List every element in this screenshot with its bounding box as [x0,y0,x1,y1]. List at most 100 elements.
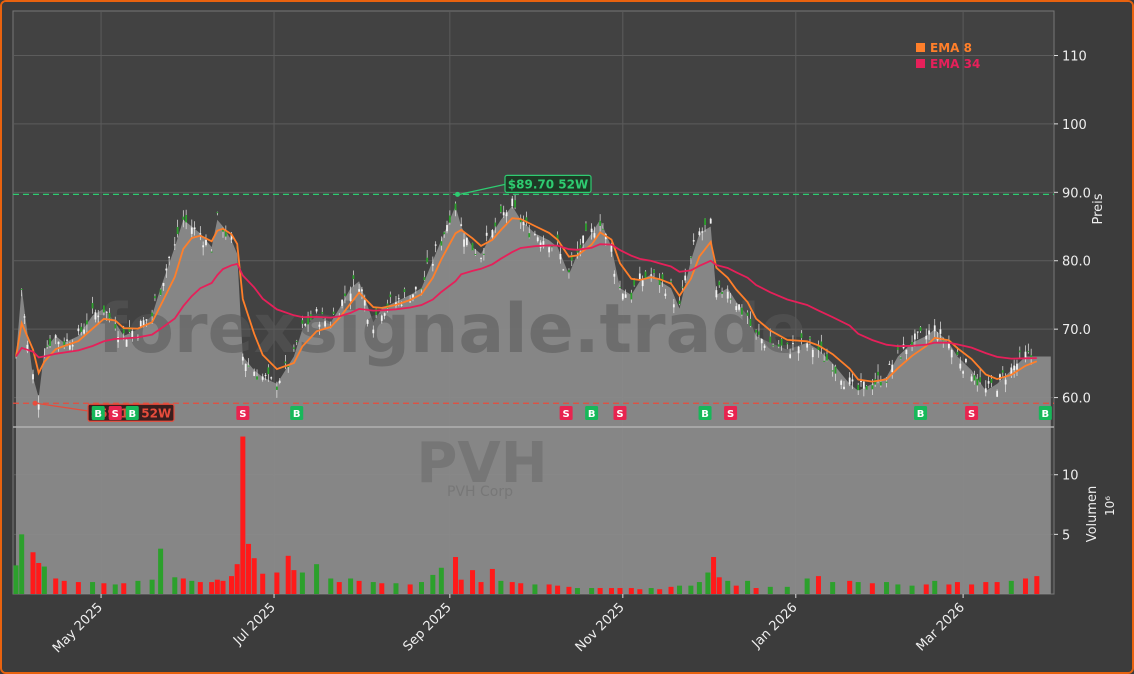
candle-body [984,388,987,393]
signal-label: B [588,409,596,420]
volume-bar [234,564,240,594]
high-52w-label: $89.70 52W [508,177,588,191]
candle-body [933,325,936,332]
volume-bar [370,582,376,594]
signal-label: B [1042,409,1050,420]
candle-body [105,311,108,313]
candle-body [570,255,573,261]
candle-body [463,239,465,247]
candle-body [590,228,593,233]
volume-bar [285,555,291,594]
volume-bar [418,582,424,594]
candle-body [678,300,681,305]
candle-body [896,345,899,350]
candle-body [46,345,49,347]
candle-body [843,386,845,390]
candle-body [956,351,959,355]
candle-body [420,288,423,290]
candle-body [446,225,448,232]
candle-body [332,311,335,315]
candle-body [344,293,346,297]
volume-bar [75,582,81,594]
volume-bar [509,582,515,594]
volume-bar [112,584,118,594]
candle-body [397,298,400,300]
candle-body [474,253,477,255]
candle-body [295,340,298,342]
volume-bar [1008,580,1014,594]
high-52w-arrow [459,183,506,195]
candle-body [315,309,318,312]
volume-bar [753,588,759,594]
candle-body [267,367,270,375]
volume-bar [209,582,215,594]
candle-body [633,279,636,286]
candle-body [826,354,828,361]
volume-bar [628,588,634,594]
candle-body [536,237,539,242]
candle-body [755,329,757,333]
volume-bar [453,557,459,594]
candle-body [1004,379,1007,385]
candle-body [321,312,324,314]
candle-body [77,328,80,332]
candle-body [511,198,514,207]
signal-label: S [727,409,734,420]
candle-body [888,363,891,365]
candle-body [919,327,922,331]
signal-badge [965,406,979,420]
volume-bars [13,436,1040,594]
volume-bar [909,585,915,594]
volume-bar [470,570,476,594]
volume-bar [574,588,580,594]
candle-body [278,380,281,383]
candle-body [216,211,219,213]
candle-body [485,232,488,236]
candle-body [465,237,468,246]
volume-bar [532,584,538,594]
candle-body [380,315,383,321]
price-tick-label: 90.0 [1062,186,1091,201]
candle-body [185,214,188,223]
candle-body [692,240,695,242]
candle-body [210,251,213,253]
candle-body [361,289,363,292]
candle-body [976,378,979,386]
signal-label: B [128,409,136,420]
candle-body [68,345,71,350]
candle-body [287,365,290,368]
volume-bar [804,578,810,594]
candle-body [23,316,26,318]
candle-body [154,296,156,299]
candle-body [735,306,738,310]
candle-body [786,342,789,345]
candle-body [224,230,227,237]
signal-badge [91,406,105,420]
candle-body [638,273,641,280]
candle-body [718,281,721,286]
candle-body [760,339,763,344]
volume-bar [932,580,938,594]
candle-body [125,339,128,347]
candle-body [865,385,868,390]
candle-body [857,384,860,391]
volume-bar [668,586,674,594]
candle-body [681,286,684,288]
candle-body [301,320,304,324]
candle-body [1027,350,1030,352]
candle-body [440,241,443,246]
candle-body [431,263,434,266]
candle-body [738,304,740,310]
candle-body [672,304,675,308]
candle-body [658,278,661,285]
candle-body [749,318,752,327]
candle-body [911,341,913,347]
volume-tick-label: 5 [1062,528,1070,543]
volume-bar [430,574,436,594]
candle-body [460,224,463,226]
volume-bar [895,584,901,594]
high-52w-arrowhead [455,191,461,197]
candle-body [230,234,233,240]
candle-body [746,312,749,316]
candle-body [54,335,57,338]
